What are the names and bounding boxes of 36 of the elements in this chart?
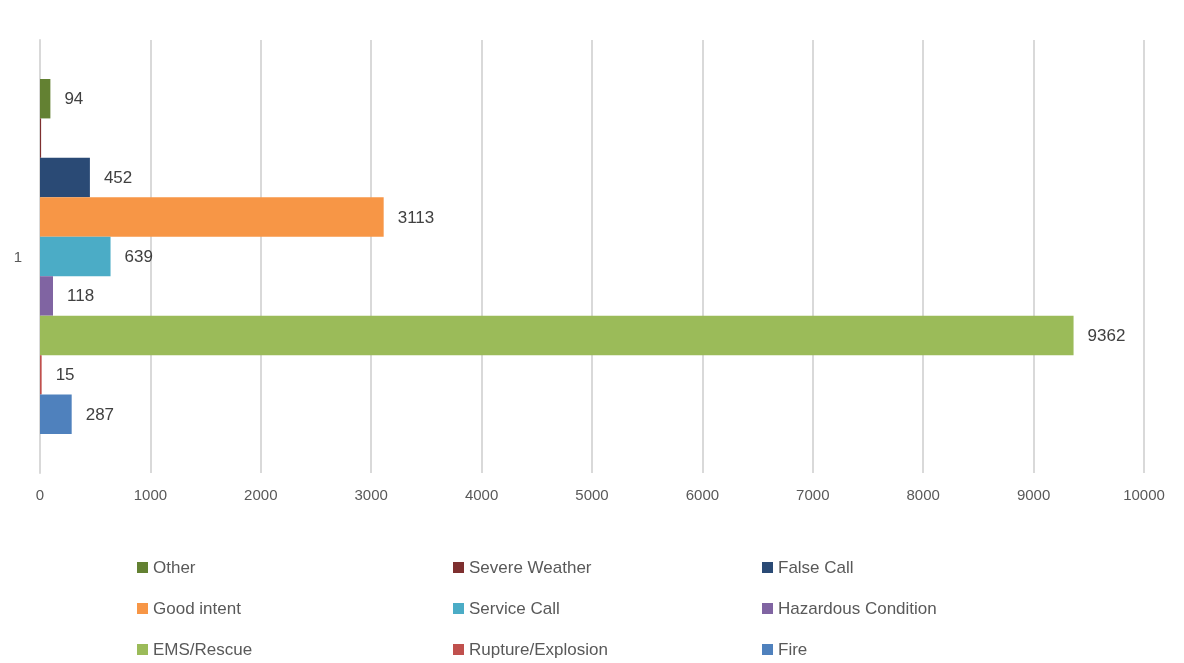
legend-label: Hazardous Condition [778, 599, 937, 618]
bar [40, 315, 1074, 356]
legend-label: Service Call [469, 599, 560, 618]
data-label: 452 [103, 168, 133, 188]
x-tick-label: 7000 [796, 486, 830, 503]
legend-label: Severe Weather [469, 558, 592, 577]
x-tick-label: 1000 [133, 486, 168, 503]
x-tick-label: 8000 [906, 486, 940, 503]
bar [40, 78, 51, 119]
x-tick-label: 9000 [1016, 486, 1051, 503]
legend-label: Fire [778, 640, 808, 659]
x-tick-label: 4000 [464, 486, 499, 503]
legend-label: False Call [778, 558, 854, 577]
y-tick-label: 1 [13, 248, 22, 265]
bar [40, 394, 72, 435]
legend-label: Rupture/Explosion [469, 640, 608, 659]
bar [40, 197, 384, 237]
data-label: 118 [67, 286, 95, 306]
data-label: 15 [55, 365, 75, 385]
x-tick-label: 2000 [244, 486, 278, 503]
x-tick-label: 5000 [575, 486, 609, 503]
x-tick-label: 0 [35, 486, 45, 503]
bar [40, 276, 54, 316]
legend-label: Good intent [153, 599, 242, 618]
data-label: 94 [64, 89, 84, 109]
bar [40, 157, 90, 198]
bar [40, 236, 111, 277]
data-label: 3113 [397, 207, 435, 227]
x-tick-label: 10000 [1123, 486, 1165, 503]
data-label: 287 [85, 404, 115, 424]
data-label: 9362 [1087, 325, 1126, 345]
legend-label: Other [153, 558, 196, 577]
x-tick-label: 3000 [354, 486, 388, 503]
x-tick-label: 6000 [685, 486, 720, 503]
legend-label: EMS/Rescue [153, 640, 253, 659]
data-label: 639 [124, 247, 153, 266]
